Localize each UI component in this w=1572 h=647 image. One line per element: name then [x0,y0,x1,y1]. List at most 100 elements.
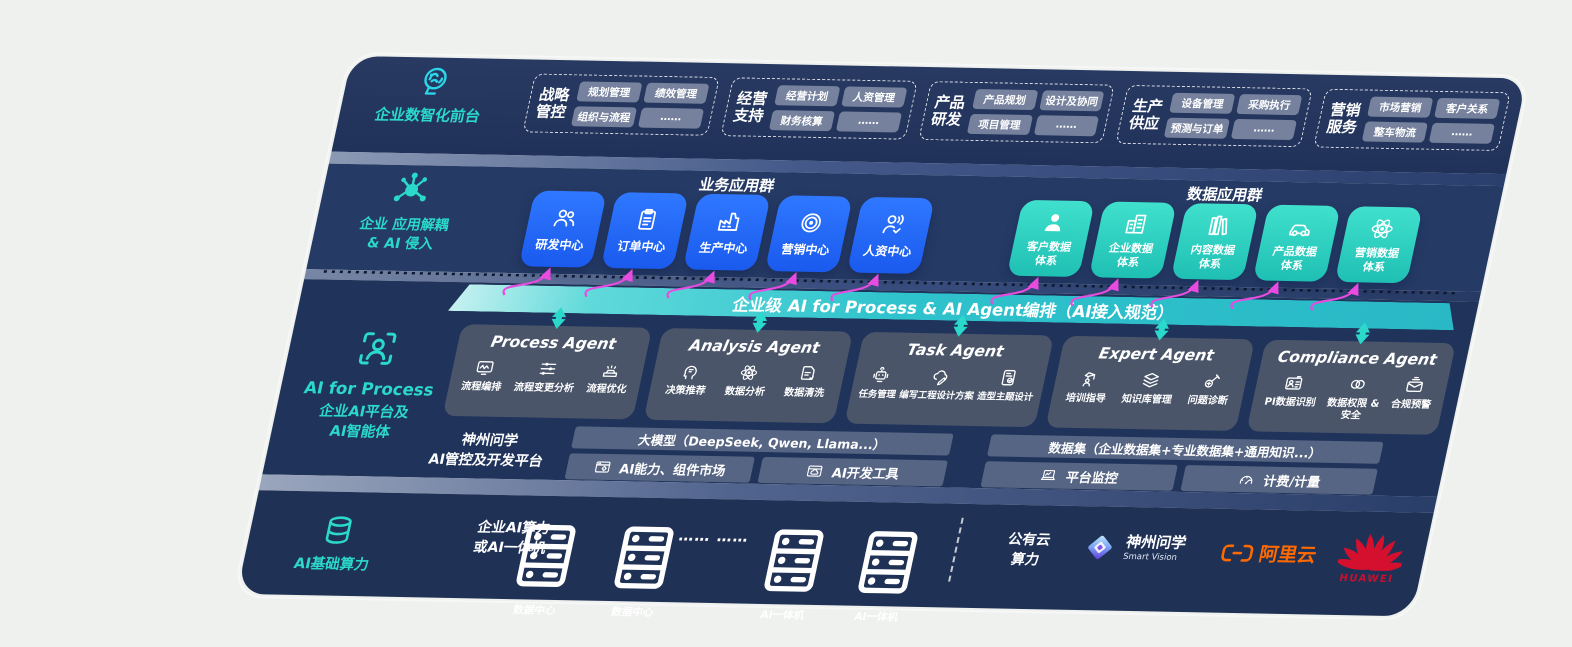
chip: 规划管理 [576,81,643,103]
group-label: 产品 研发 [929,92,968,129]
chip: 市场营销 [1367,96,1434,118]
group-production: 生产 供应 设备管理 采购执行 预测与订单 …… [1115,84,1314,148]
group-operation: 经营 支持 经营计划 人资管理 财务核算 …… [720,77,918,140]
layers-icon [1139,370,1163,390]
vendor-shenzhou-wenxue: 神州问学 Smart Vision [1079,530,1188,566]
agent-item: 培训指导 [1064,369,1112,406]
monitor-wave-icon [473,357,497,377]
chip: …… [1231,118,1298,141]
chip: 客户关系 [1434,97,1501,119]
factory-icon [713,208,745,234]
group-label: 生产 供应 [1127,96,1165,132]
agent-item: 数据清洗 [783,363,831,400]
node-ai-appliance-1: AI一体机 [741,520,843,623]
tile-product-data: 产品数据 体系 [1252,204,1341,282]
diagram-panel: 企业数智化前台 战略 管控 规划管理 绩效管理 组织与流程 …… 经营 支持 经营计… [236,56,1527,624]
node-datacenter-1: 数据中心 [493,515,595,618]
ellipsis-nodes: …… …… [676,526,752,546]
tile-order-center: 订单中心 [600,192,689,270]
ai-capability-market-cell: AI能力、组件市场 [564,453,755,483]
chip: 产品规划 [971,88,1038,111]
cloud-pen-icon [928,366,952,386]
agent-item: 决策推荐 [664,361,712,398]
chip: 预测与订单 [1164,117,1231,139]
task-agent-card: Task Agent 任务管理 编写工程设计方案 造型主题设计 [844,331,1055,428]
agent-item: 流程编排 [460,357,508,394]
vendor-huawei: HUAWEI [1333,525,1410,585]
agent-item: 流程变更分析 [512,358,580,395]
chip: 财务核算 [768,110,835,132]
agent-item: 数据分析 [723,362,771,399]
ai-platform-header: AI for Process 企业AI平台及 AI智能体 [269,325,470,445]
person-frame-icon [351,326,404,371]
chip: 经营计划 [773,85,841,107]
agent-item: 造型主题设计 [976,367,1039,403]
szwx-diamond-logo [1079,530,1120,565]
tile-hr-center: 人资中心 [846,196,935,274]
agent-item: 任务管理 [857,365,902,401]
platform-monitor-cell: 平台监控 [980,461,1178,491]
car-icon [1284,214,1316,240]
compliance-agent-card: Compliance Agent PI数据识别 数据权限 & 安全 合规预警 [1246,339,1456,435]
diagnose-icon [1200,371,1224,391]
business-app-tiles: 研发中心 订单中心 生产中心 营销中心 人资中心 [518,190,935,274]
doc-check-icon [796,364,820,384]
robot-icon [869,365,893,385]
database-icon [318,514,359,549]
agent-item: 知识库管理 [1120,370,1178,407]
billing-metering-cell: 计费/计量 [1180,465,1378,495]
chip: 整车物流 [1361,121,1429,143]
group-label: 营销 服务 [1325,100,1363,136]
aliyun-brackets-icon [1219,542,1255,563]
chip: 人资管理 [840,86,908,108]
molecule-icon [386,169,437,212]
data-app-tiles: 客户数据 体系 企业数据 体系 内容数据 体系 产品数据 体系 营销数据 体系 [1006,199,1423,284]
vendor-aliyun: 阿里云 [1219,539,1320,568]
front-office-label: 企业数智化前台 [373,105,483,126]
books-icon [1202,212,1234,238]
window-gear-icon [592,458,613,475]
chip: …… [835,111,902,133]
server-icon [745,520,842,601]
window-cloud-icon [804,462,825,479]
building-icon [1120,211,1152,237]
node-datacenter-2: 数据中心 [591,517,693,620]
agent-item: 问题诊断 [1186,371,1234,408]
team-icon [549,205,581,231]
infra-label: AI基础算力 [292,556,371,574]
huawei-flower-logo [1336,525,1410,572]
chip: …… [1428,122,1495,144]
node-ai-appliance-2: AI一体机 [835,522,937,625]
group-marketing: 营销 服务 市场营销 客户关系 整车物流 …… [1313,88,1511,152]
server-icon [497,515,594,596]
tile-production-center: 生产中心 [682,193,771,271]
analysis-agent-card: Analysis Agent 决策推荐 数据分析 数据清洗 [643,328,854,424]
mail-alert-icon [1403,375,1427,395]
target-icon [795,210,827,236]
expert-agent-card: Expert Agent 培训指导 知识库管理 问题诊断 [1045,335,1256,432]
chip: …… [637,107,704,129]
model-platform-group: 大模型（DeepSeek, Qwen, Llama...） AI能力、组件市场 … [564,426,954,487]
brain-icon [413,63,457,100]
rings-icon [1345,374,1369,394]
id-card-icon [1282,373,1306,393]
server-icon [595,517,692,598]
group-label: 经营 支持 [731,89,770,125]
ai-dev-tools-cell: AI开发工具 [757,456,948,487]
sliders-icon [536,359,560,379]
group-product: 产品 研发 产品规划 设计及协同 项目管理 …… [917,81,1116,144]
process-agent-card: Process Agent 流程编排 流程变更分析 流程优化 [442,324,653,420]
clipboard-icon [631,206,663,232]
agent-item: 编写工程设计方案 [898,366,980,402]
infra-header: AI基础算力 [241,512,430,575]
agent-cards: Process Agent 流程编排 流程变更分析 流程优化 Analysis … [442,324,1456,435]
chip: 设计及协同 [1038,90,1105,112]
tile-content-data: 内容数据 体系 [1170,203,1259,281]
tile-customer-data: 客户数据 体系 [1006,199,1095,277]
training-icon [1078,369,1102,389]
agent-item: 流程优化 [585,360,633,397]
group-label: 战略 管控 [534,85,572,121]
chip: 绩效管理 [643,82,710,104]
public-cloud-label: 公有云 算力 [1006,531,1052,568]
